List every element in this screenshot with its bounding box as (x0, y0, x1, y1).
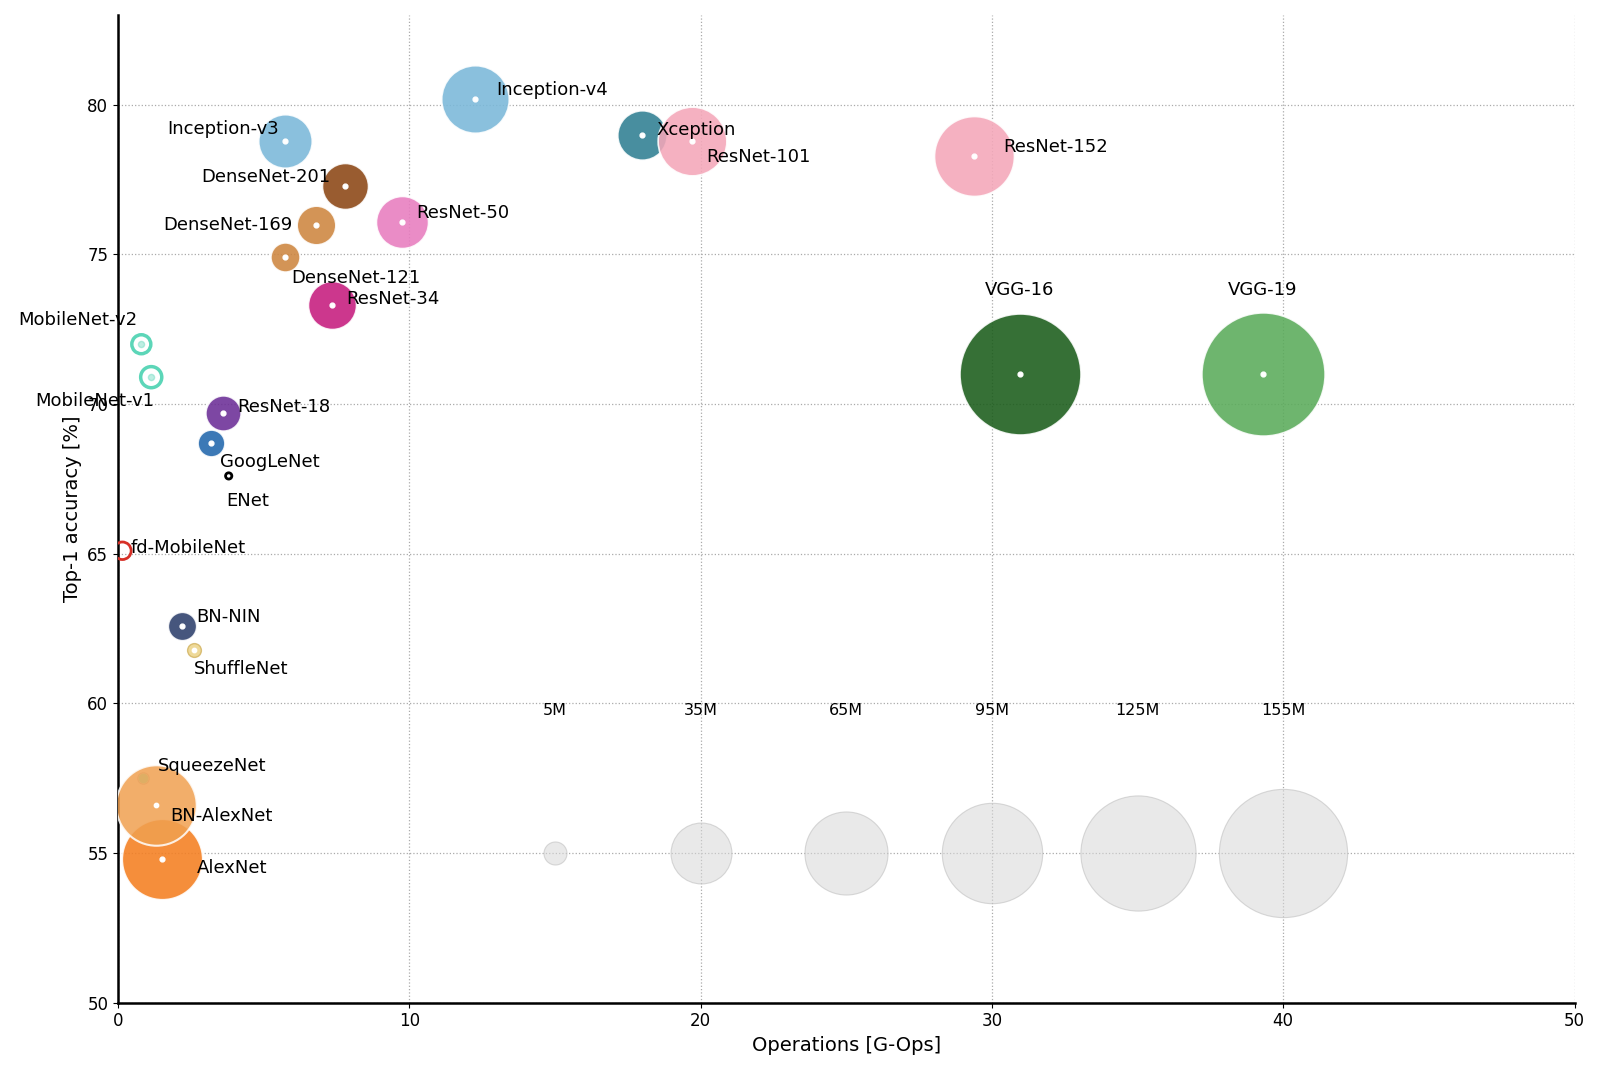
Point (198, 434, 224, 452)
Point (389, 213, 414, 230)
Text: ResNet-34: ResNet-34 (346, 290, 440, 308)
Text: 95M: 95M (974, 703, 1010, 718)
Point (198, 434, 224, 452)
Text: BN-AlexNet: BN-AlexNet (171, 807, 274, 825)
Text: VGG-19: VGG-19 (1229, 281, 1298, 300)
Point (139, 368, 165, 385)
Point (128, 336, 154, 353)
Point (149, 851, 174, 868)
Text: DenseNet-121: DenseNet-121 (291, 270, 421, 288)
Point (142, 797, 168, 814)
Point (109, 542, 134, 560)
Text: ShuffleNet: ShuffleNet (194, 660, 288, 678)
Text: AlexNet: AlexNet (197, 859, 267, 877)
Text: ENet: ENet (226, 492, 269, 510)
Point (462, 90, 488, 107)
Point (272, 249, 298, 266)
Point (304, 216, 330, 233)
Point (272, 133, 298, 150)
Point (1250, 366, 1275, 383)
Point (333, 177, 358, 194)
Point (1006, 366, 1032, 383)
Point (210, 404, 235, 422)
Text: 5M: 5M (542, 703, 566, 718)
Point (181, 641, 206, 658)
Point (181, 641, 206, 658)
X-axis label: Operations [G-Ops]: Operations [G-Ops] (752, 1036, 941, 1055)
Point (1270, 844, 1296, 861)
Text: BN-NIN: BN-NIN (197, 608, 261, 626)
Point (128, 336, 154, 353)
Point (542, 844, 568, 861)
Point (170, 617, 195, 635)
Point (318, 296, 344, 314)
Text: 35M: 35M (683, 703, 718, 718)
Text: fd-MobileNet: fd-MobileNet (131, 539, 246, 556)
Text: Inception-v4: Inception-v4 (496, 81, 608, 98)
Y-axis label: Top-1 accuracy [%]: Top-1 accuracy [%] (62, 415, 82, 602)
Point (389, 213, 414, 230)
Point (678, 133, 704, 150)
Text: 125M: 125M (1115, 703, 1160, 718)
Point (979, 844, 1005, 861)
Point (629, 126, 654, 143)
Point (130, 769, 155, 786)
Point (962, 147, 987, 164)
Point (304, 216, 330, 233)
Point (1250, 366, 1275, 383)
Point (688, 844, 714, 861)
Text: MobileNet-v2: MobileNet-v2 (18, 311, 138, 330)
Point (170, 617, 195, 635)
Text: 155M: 155M (1261, 703, 1306, 718)
Point (962, 147, 987, 164)
Point (139, 368, 165, 385)
Point (142, 797, 168, 814)
Text: DenseNet-169: DenseNet-169 (163, 215, 293, 233)
Text: ResNet-152: ResNet-152 (1003, 138, 1109, 156)
Point (216, 468, 242, 485)
Text: ResNet-101: ResNet-101 (707, 148, 811, 166)
Point (149, 851, 174, 868)
Text: GoogLeNet: GoogLeNet (219, 454, 320, 472)
Point (333, 177, 358, 194)
Text: Inception-v3: Inception-v3 (166, 120, 278, 138)
Text: SqueezeNet: SqueezeNet (158, 758, 266, 776)
Text: Xception: Xception (658, 121, 736, 139)
Text: VGG-16: VGG-16 (986, 281, 1054, 300)
Point (678, 133, 704, 150)
Point (272, 133, 298, 150)
Point (1125, 844, 1150, 861)
Point (272, 249, 298, 266)
Point (130, 769, 155, 786)
Text: ResNet-18: ResNet-18 (237, 398, 331, 416)
Point (629, 126, 654, 143)
Point (1006, 366, 1032, 383)
Point (210, 404, 235, 422)
Text: DenseNet-201: DenseNet-201 (202, 168, 331, 185)
Text: 65M: 65M (829, 703, 864, 718)
Text: MobileNet-v1: MobileNet-v1 (35, 392, 154, 410)
Point (834, 844, 859, 861)
Point (462, 90, 488, 107)
Point (318, 296, 344, 314)
Text: ResNet-50: ResNet-50 (416, 203, 509, 221)
